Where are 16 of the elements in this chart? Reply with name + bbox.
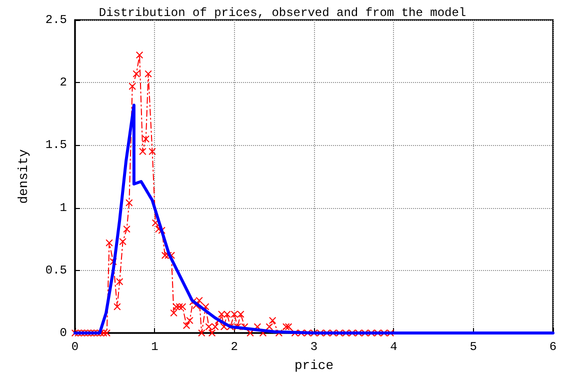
- y-tick-label: 2.5: [45, 13, 67, 27]
- x-tick-label: 5: [470, 340, 477, 354]
- y-axis-title: density: [16, 148, 31, 204]
- x-tick-label: 4: [390, 340, 398, 354]
- x-tick-label: 6: [549, 340, 557, 354]
- x-tick-label: 1: [151, 340, 158, 354]
- x-tick-label: 2: [230, 340, 238, 354]
- y-tick-label: 0: [60, 326, 67, 340]
- y-tick-label: 1: [60, 200, 67, 215]
- y-tick-label: 0.5: [45, 263, 67, 278]
- x-tick-label: 0: [71, 340, 79, 354]
- y-tick-label: 1.5: [45, 138, 67, 152]
- x-axis-title: price: [294, 358, 334, 373]
- x-tick-label: 3: [310, 340, 318, 354]
- chart-title: Distribution of prices, observed and from the model: [98, 6, 466, 20]
- y-tick-label: 2: [60, 76, 67, 90]
